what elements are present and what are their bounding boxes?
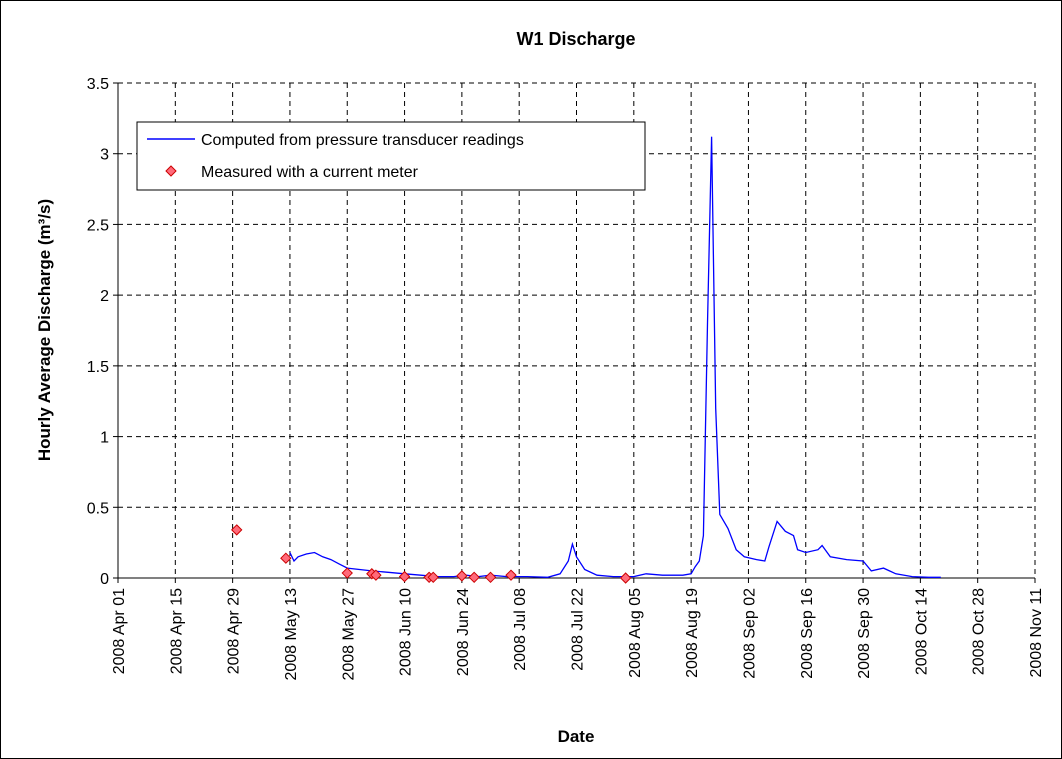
y-tick-label: 2.5 [87, 217, 109, 234]
data-point [280, 552, 292, 564]
x-tick-label: 2008 May 27 [340, 588, 357, 681]
x-tick-label: 2008 Oct 14 [913, 588, 930, 675]
x-tick-label: 2008 Aug 19 [684, 588, 701, 678]
chart-title: W1 Discharge [516, 29, 635, 49]
data-point [427, 571, 439, 584]
x-tick-label: 2008 May 13 [283, 588, 300, 681]
y-tick-label: 3.5 [87, 76, 109, 93]
data-point [505, 569, 517, 581]
y-tick-label: 3 [100, 147, 109, 164]
data-point [231, 524, 243, 536]
x-tick-label: 2008 Sep 02 [741, 588, 758, 679]
x-tick-label: 2008 Jul 08 [512, 588, 529, 671]
data-point [468, 571, 480, 584]
legend: Computed from pressure transducer readin… [136, 121, 646, 191]
x-tick-label: 2008 Sep 30 [856, 588, 873, 679]
x-tick-label: 2008 Nov 11 [1028, 588, 1045, 678]
x-tick-label: 2008 Aug 05 [627, 588, 644, 678]
x-tick-label: 2008 Apr 15 [168, 588, 185, 674]
legend-label: Measured with a current meter [201, 164, 419, 181]
x-tick-label: 2008 Jun 24 [455, 588, 472, 676]
x-tick-label: 2008 Jul 22 [570, 588, 587, 671]
y-tick-label: 1 [100, 430, 109, 447]
legend-label: Computed from pressure transducer readin… [201, 132, 524, 149]
x-tick-label: 2008 Apr 01 [111, 588, 128, 674]
data-point [398, 570, 411, 583]
x-tick-label: 2008 Apr 29 [226, 588, 243, 674]
x-tick-label: 2008 Jun 10 [398, 588, 415, 676]
x-tick-label: 2008 Oct 28 [971, 588, 988, 675]
data-point [370, 569, 382, 581]
legend-swatch [165, 165, 177, 177]
data-point [341, 567, 353, 579]
y-axis-label: Hourly Average Discharge (m³/s) [35, 199, 54, 461]
x-axis-label: Date [558, 727, 595, 746]
data-point [484, 571, 497, 584]
x-tick-label: 2008 Sep 16 [799, 588, 816, 679]
y-tick-label: 2 [100, 288, 109, 305]
data-point [619, 572, 632, 584]
y-tick-label: 0 [100, 571, 109, 588]
legend-box [136, 121, 646, 191]
data-point [456, 570, 468, 582]
y-tick-label: 1.5 [87, 359, 109, 376]
plot [231, 136, 941, 584]
y-tick-label: 0.5 [87, 500, 109, 517]
